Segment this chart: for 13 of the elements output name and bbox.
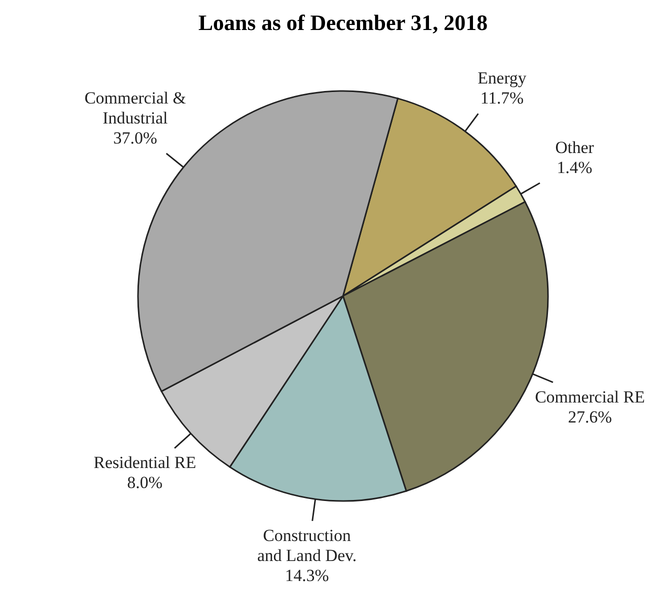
slice-label: Energy [478,68,527,88]
data-label: 27.6% [568,407,612,426]
slice-label: Commercial & Industrial [84,88,186,128]
data-label: 1.4% [556,158,592,177]
slice-label: Construction and Land Dev. [257,526,357,565]
data-label: 37.0% [113,128,158,148]
data-label: 8.0% [127,473,163,492]
data-label: 14.3% [284,566,329,585]
chart-title: Loans as of December 31, 2018 [198,10,488,35]
slice-label: Commercial RE [534,387,645,406]
data-label: 11.7% [480,88,524,108]
slice-label: Residential RE [94,453,196,472]
slice-label: Other [555,138,594,157]
